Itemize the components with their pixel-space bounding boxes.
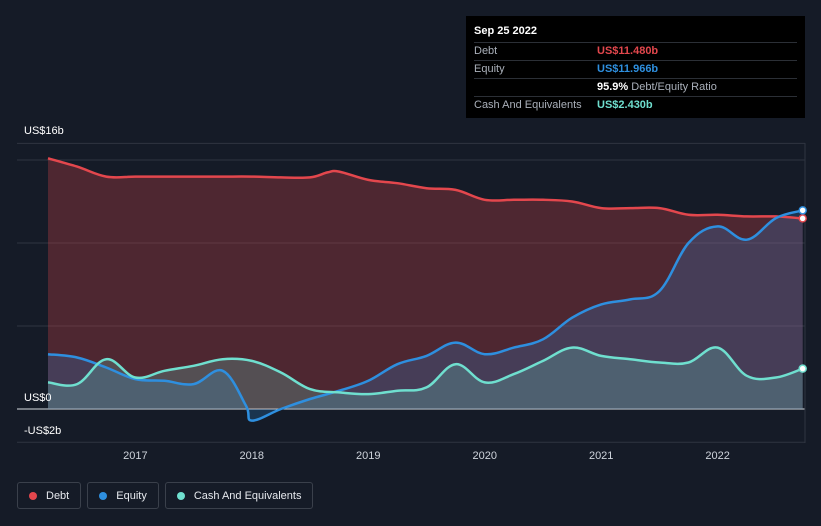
y-axis-bottom-label: -US$2b: [24, 425, 62, 437]
legend-item-cash[interactable]: Cash And Equivalents: [164, 482, 314, 509]
tooltip-ratio-label: Debt/Equity Ratio: [631, 81, 717, 93]
tooltip-row-equity: Equity US$11.966b: [474, 60, 797, 78]
tooltip-ratio-value: 95.9%: [597, 81, 629, 93]
y-axis-zero-label: US$0: [24, 392, 52, 404]
grid-lines: [17, 142, 806, 443]
legend-dot-debt: [29, 491, 37, 500]
x-tick-label: 2019: [356, 450, 381, 462]
x-tick-label: 2018: [239, 450, 265, 462]
series-lines: [47, 157, 804, 422]
x-tick-label: 2020: [472, 450, 497, 462]
tooltip-row-ratio: 95.9% Debt/Equity Ratio: [474, 78, 797, 96]
tooltip-equity-value: US$11.966b: [597, 63, 659, 75]
tooltip-date: Sep 25 2022: [474, 25, 537, 37]
cash-line: [47, 346, 804, 396]
x-tick-label: 2017: [123, 450, 148, 462]
debt-line: [47, 157, 803, 220]
tooltip-cash-label: Cash And Equivalents: [474, 99, 582, 111]
legend-dot-equity: [99, 491, 108, 500]
tooltip-debt-label: Debt: [474, 45, 498, 57]
legend-item-equity[interactable]: Equity: [87, 482, 159, 509]
legend-label-cash: Cash And Equivalents: [193, 489, 302, 502]
tooltip-cash-value: US$2.430b: [597, 99, 653, 111]
x-tick-label: 2021: [588, 450, 614, 462]
end-markers: [798, 206, 807, 373]
tooltip-row-cash: Cash And Equivalents US$2.430b: [474, 96, 797, 114]
tooltip-debt-value: US$11.480b: [597, 45, 659, 57]
cash-end-marker: [798, 364, 807, 373]
cash-area: [48, 347, 803, 409]
debt-area: [48, 158, 803, 409]
legend-item-debt[interactable]: Debt: [17, 482, 82, 509]
tooltip-equity-label: Equity: [474, 63, 505, 75]
x-tick-label: 2022: [705, 450, 730, 462]
y-axis-top-label: US$16b: [24, 125, 64, 137]
tooltip-row-debt: Debt US$11.480b: [474, 42, 797, 60]
tooltip-ratio: 95.9% Debt/Equity Ratio: [597, 79, 717, 96]
legend-label-debt: Debt: [46, 489, 70, 502]
chart-legend: Debt Equity Cash And Equivalents: [17, 482, 314, 509]
plot-background: [0, 143, 805, 443]
equity-line: [47, 209, 804, 422]
equity-end-marker: [798, 206, 807, 215]
data-tooltip: Sep 25 2022 Debt US$11.480b Equity US$11…: [466, 16, 805, 118]
legend-label-equity: Equity: [116, 489, 147, 502]
series-areas: [48, 158, 803, 421]
legend-dot-cash: [176, 491, 185, 500]
debt-end-marker: [798, 214, 807, 223]
equity-area: [48, 210, 803, 421]
